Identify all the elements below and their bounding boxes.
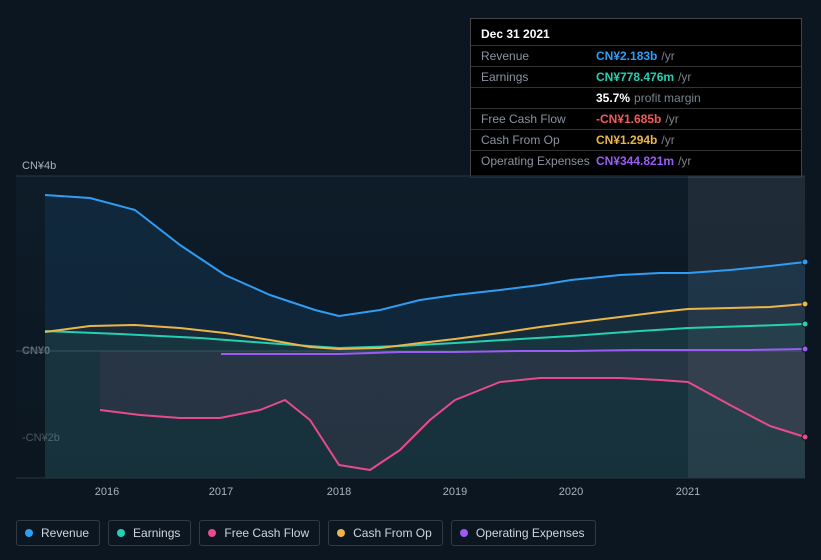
legend-swatch xyxy=(208,529,216,537)
legend: Revenue Earnings Free Cash Flow Cash From O… xyxy=(16,520,596,546)
legend-item-revenue[interactable]: Revenue xyxy=(16,520,100,546)
legend-item-fcf[interactable]: Free Cash Flow xyxy=(199,520,320,546)
legend-swatch xyxy=(117,529,125,537)
legend-label: Revenue xyxy=(41,526,89,540)
legend-item-cashop[interactable]: Cash From Op xyxy=(328,520,443,546)
legend-label: Operating Expenses xyxy=(476,526,585,540)
line-chart[interactable] xyxy=(0,0,821,560)
legend-swatch xyxy=(460,529,468,537)
legend-label: Free Cash Flow xyxy=(224,526,309,540)
legend-item-earnings[interactable]: Earnings xyxy=(108,520,191,546)
legend-label: Cash From Op xyxy=(353,526,432,540)
legend-swatch xyxy=(25,529,33,537)
legend-label: Earnings xyxy=(133,526,180,540)
legend-item-opex[interactable]: Operating Expenses xyxy=(451,520,596,546)
legend-swatch xyxy=(337,529,345,537)
